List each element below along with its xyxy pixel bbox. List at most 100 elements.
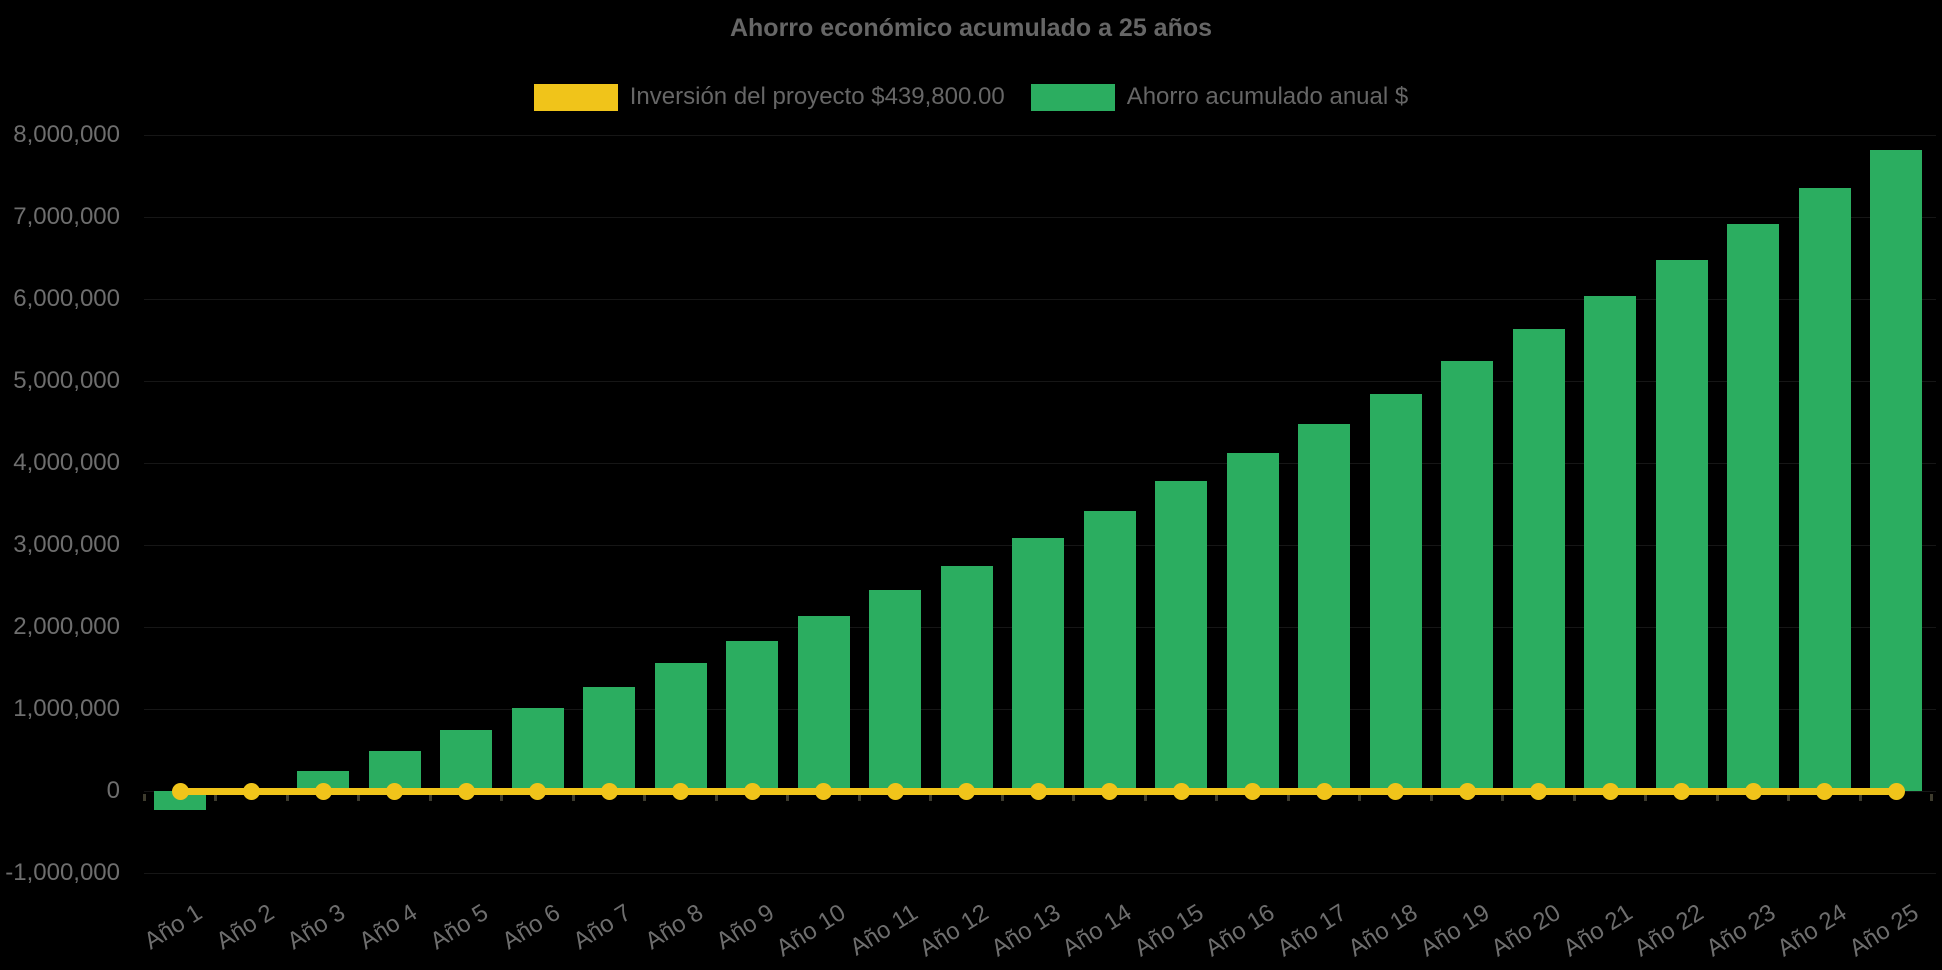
x-axis-tick [142, 794, 146, 801]
gridline [144, 872, 1936, 874]
x-axis-label-year-16: Año 16 [1200, 899, 1280, 963]
bar-year-22[interactable] [1655, 260, 1708, 791]
gridline [144, 134, 1936, 136]
legend-item-investment[interactable]: Inversión del proyecto $439,800.00 [533, 83, 1005, 111]
investment-point-year-1[interactable] [171, 782, 189, 800]
gridline [144, 462, 1936, 464]
investment-point-year-12[interactable] [958, 782, 975, 800]
investment-point-year-19[interactable] [1458, 782, 1476, 800]
x-axis-label-year-15: Año 15 [1129, 899, 1209, 963]
bar-year-5[interactable] [440, 729, 492, 791]
x-axis-label-year-11: Año 11 [844, 899, 923, 962]
x-axis-label-year-7: Año 7 [568, 899, 637, 956]
investment-point-year-17[interactable] [1315, 782, 1333, 800]
investment-point-year-15[interactable] [1172, 782, 1190, 800]
x-axis-label-year-24: Año 24 [1772, 899, 1852, 963]
investment-point-year-13[interactable] [1029, 782, 1047, 800]
investment-point-year-11[interactable] [886, 782, 904, 800]
x-axis-tick [500, 794, 504, 801]
investment-point-year-2[interactable] [243, 782, 260, 800]
investment-point-year-8[interactable] [672, 782, 689, 800]
bar-year-7[interactable] [583, 686, 635, 791]
x-axis-label-year-14: Año 14 [1057, 899, 1137, 963]
x-axis-tick [786, 794, 790, 801]
x-axis-tick [1143, 794, 1147, 801]
legend-item-savings[interactable]: Ahorro acumulado anual $ [1030, 83, 1409, 111]
x-axis-tick [357, 794, 361, 801]
x-axis-label-year-1: Año 1 [139, 899, 208, 956]
x-axis-tick [428, 794, 432, 801]
bar-year-1[interactable] [154, 791, 206, 810]
bar-year-24[interactable] [1798, 187, 1851, 791]
x-axis-label-year-6: Año 6 [497, 899, 565, 956]
investment-point-year-7[interactable] [600, 782, 618, 800]
y-axis-tick-label: 8,000,000 [13, 121, 120, 148]
investment-point-year-20[interactable] [1530, 782, 1547, 800]
investment-point-year-3[interactable] [314, 782, 332, 800]
bar-year-6[interactable] [511, 707, 564, 791]
bar-year-21[interactable] [1584, 296, 1636, 791]
x-axis-label-year-8: Año 8 [640, 899, 708, 956]
investment-point-year-24[interactable] [1816, 782, 1833, 800]
bar-year-12[interactable] [940, 565, 993, 791]
x-axis-tick [714, 794, 718, 801]
x-axis-tick [214, 794, 218, 801]
bar-year-19[interactable] [1441, 360, 1493, 791]
investment-point-year-4[interactable] [386, 782, 403, 800]
x-axis-tick [1644, 794, 1648, 801]
bar-year-15[interactable] [1155, 481, 1207, 791]
y-axis-tick-label: -1,000,000 [5, 859, 120, 886]
bar-year-13[interactable] [1012, 538, 1064, 791]
x-axis-tick [929, 794, 933, 801]
y-axis-tick-label: 5,000,000 [13, 367, 120, 394]
bar-year-23[interactable] [1727, 224, 1779, 791]
bar-year-18[interactable] [1369, 394, 1422, 791]
bar-year-11[interactable] [869, 590, 921, 791]
investment-point-year-14[interactable] [1101, 782, 1118, 800]
bar-year-16[interactable] [1226, 453, 1279, 791]
x-axis-label-year-18: Año 18 [1343, 899, 1423, 963]
x-axis-label-year-10: Año 10 [771, 899, 851, 963]
investment-point-year-25[interactable] [1887, 782, 1905, 800]
gridline [144, 298, 1936, 300]
x-axis-tick [1429, 794, 1433, 801]
investment-point-year-16[interactable] [1244, 782, 1261, 800]
y-axis-tick-label: 6,000,000 [13, 285, 120, 312]
x-axis-tick [1715, 794, 1719, 801]
x-axis-label-year-9: Año 9 [711, 899, 780, 956]
bar-year-10[interactable] [797, 615, 850, 791]
x-axis-tick [1572, 794, 1576, 801]
investment-point-year-5[interactable] [457, 782, 475, 800]
bar-year-9[interactable] [726, 640, 778, 791]
bar-year-25[interactable] [1870, 150, 1922, 791]
investment-point-year-21[interactable] [1601, 782, 1619, 800]
bar-year-20[interactable] [1512, 328, 1565, 791]
legend-swatch-savings-icon [1030, 83, 1115, 111]
x-axis-tick [1858, 794, 1862, 801]
x-axis-label-year-23: Año 23 [1701, 899, 1781, 963]
legend-label-investment: Inversión del proyecto $439,800.00 [629, 83, 1005, 110]
investment-point-year-10[interactable] [815, 782, 832, 800]
bar-year-3[interactable] [297, 770, 349, 791]
bar-year-8[interactable] [654, 662, 707, 791]
x-axis-tick [1358, 794, 1362, 801]
x-axis-tick [571, 794, 575, 801]
y-axis-tick-label: 3,000,000 [13, 531, 120, 558]
x-axis-label-year-4: Año 4 [354, 899, 422, 956]
investment-point-year-22[interactable] [1673, 782, 1690, 800]
x-axis-tick [1286, 794, 1290, 801]
investment-point-year-18[interactable] [1387, 782, 1404, 800]
bar-year-14[interactable] [1083, 510, 1136, 791]
investment-point-year-23[interactable] [1744, 782, 1762, 800]
x-axis-label-year-17: Año 17 [1272, 899, 1352, 963]
x-axis-label-year-20: Año 20 [1486, 899, 1566, 963]
bar-year-17[interactable] [1298, 424, 1350, 791]
legend-label-savings: Ahorro acumulado anual $ [1126, 83, 1409, 110]
y-axis-tick-label: 7,000,000 [13, 203, 120, 230]
y-axis-tick-label: 0 [106, 777, 120, 804]
investment-point-year-9[interactable] [743, 782, 761, 800]
x-axis-tick [285, 794, 289, 801]
gridline [144, 380, 1936, 382]
investment-point-year-6[interactable] [529, 782, 546, 800]
